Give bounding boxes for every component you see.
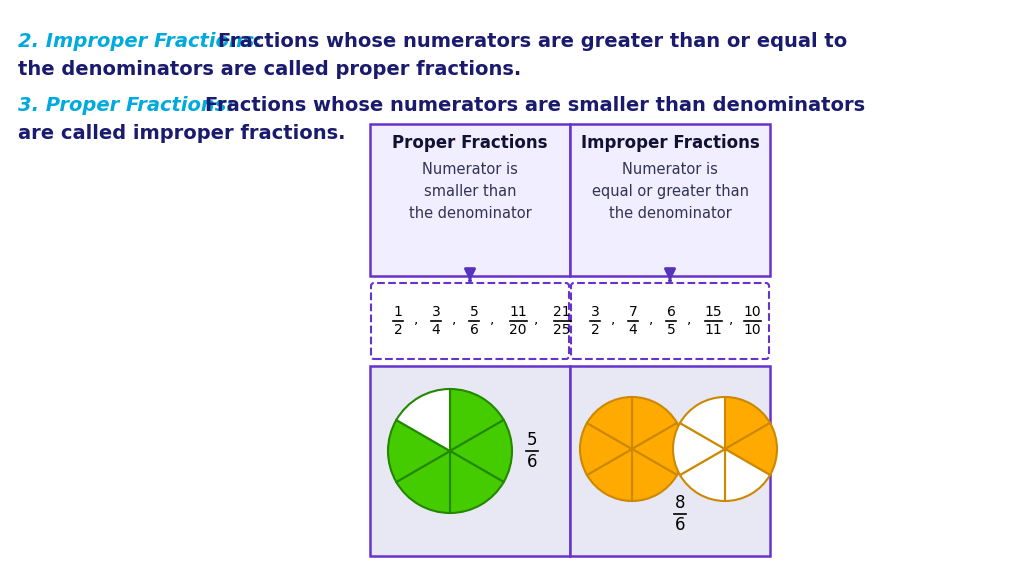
Wedge shape xyxy=(725,423,777,475)
Text: ,: , xyxy=(729,312,733,326)
Wedge shape xyxy=(587,397,632,449)
Text: Fractions whose numerators are greater than or equal to: Fractions whose numerators are greater t… xyxy=(218,32,847,51)
Text: 4: 4 xyxy=(629,323,637,337)
Text: 6: 6 xyxy=(526,453,538,471)
Text: 5: 5 xyxy=(667,323,676,337)
Wedge shape xyxy=(396,451,450,513)
Text: 6: 6 xyxy=(667,305,676,319)
Text: 5: 5 xyxy=(526,431,538,449)
Text: 20: 20 xyxy=(509,323,526,337)
Text: ,: , xyxy=(687,312,691,326)
Wedge shape xyxy=(680,449,725,501)
Wedge shape xyxy=(632,449,677,501)
Text: 11: 11 xyxy=(705,323,722,337)
Text: Improper Fractions: Improper Fractions xyxy=(581,134,760,152)
Text: 25: 25 xyxy=(553,323,570,337)
Text: 2: 2 xyxy=(591,323,599,337)
Text: Fractions whose numerators are smaller than denominators: Fractions whose numerators are smaller t… xyxy=(205,96,865,115)
Wedge shape xyxy=(587,449,632,501)
FancyBboxPatch shape xyxy=(570,124,770,276)
Wedge shape xyxy=(632,423,684,475)
Text: 6: 6 xyxy=(470,323,478,337)
Text: are called improper fractions.: are called improper fractions. xyxy=(18,124,345,143)
Wedge shape xyxy=(450,389,504,451)
Text: ,: , xyxy=(452,312,456,326)
Text: 7: 7 xyxy=(629,305,637,319)
Text: 3. Proper Fractions:: 3. Proper Fractions: xyxy=(18,96,234,115)
Wedge shape xyxy=(632,397,677,449)
Text: Numerator is
smaller than
the denominator: Numerator is smaller than the denominato… xyxy=(409,162,531,221)
Text: 8: 8 xyxy=(675,494,685,512)
FancyBboxPatch shape xyxy=(370,366,570,556)
Text: 5: 5 xyxy=(470,305,478,319)
Text: 3: 3 xyxy=(432,305,440,319)
Text: 6: 6 xyxy=(675,516,685,534)
Wedge shape xyxy=(725,397,770,449)
Text: 21: 21 xyxy=(553,305,570,319)
Text: ,: , xyxy=(489,312,495,326)
Wedge shape xyxy=(673,423,725,475)
FancyBboxPatch shape xyxy=(570,366,770,556)
Wedge shape xyxy=(725,449,770,501)
Text: 10: 10 xyxy=(743,323,761,337)
Wedge shape xyxy=(450,451,504,513)
Text: Proper Fractions: Proper Fractions xyxy=(392,134,548,152)
Text: ,: , xyxy=(414,312,418,326)
Wedge shape xyxy=(580,423,632,475)
Wedge shape xyxy=(388,420,450,482)
Text: ,: , xyxy=(534,312,539,326)
Wedge shape xyxy=(680,397,725,449)
FancyBboxPatch shape xyxy=(371,283,569,359)
Text: 2: 2 xyxy=(393,323,402,337)
Text: 10: 10 xyxy=(743,305,761,319)
Text: ,: , xyxy=(649,312,653,326)
Wedge shape xyxy=(450,420,512,482)
Wedge shape xyxy=(396,389,450,451)
Text: 2. Improper Fractions:: 2. Improper Fractions: xyxy=(18,32,262,51)
FancyBboxPatch shape xyxy=(571,283,769,359)
Text: 11: 11 xyxy=(509,305,527,319)
Text: Numerator is
equal or greater than
the denominator: Numerator is equal or greater than the d… xyxy=(592,162,749,221)
Text: 15: 15 xyxy=(705,305,722,319)
Text: ,: , xyxy=(610,312,615,326)
Text: the denominators are called proper fractions.: the denominators are called proper fract… xyxy=(18,60,521,79)
Text: 3: 3 xyxy=(591,305,599,319)
Text: 1: 1 xyxy=(393,305,402,319)
FancyBboxPatch shape xyxy=(370,124,570,276)
Text: 4: 4 xyxy=(432,323,440,337)
